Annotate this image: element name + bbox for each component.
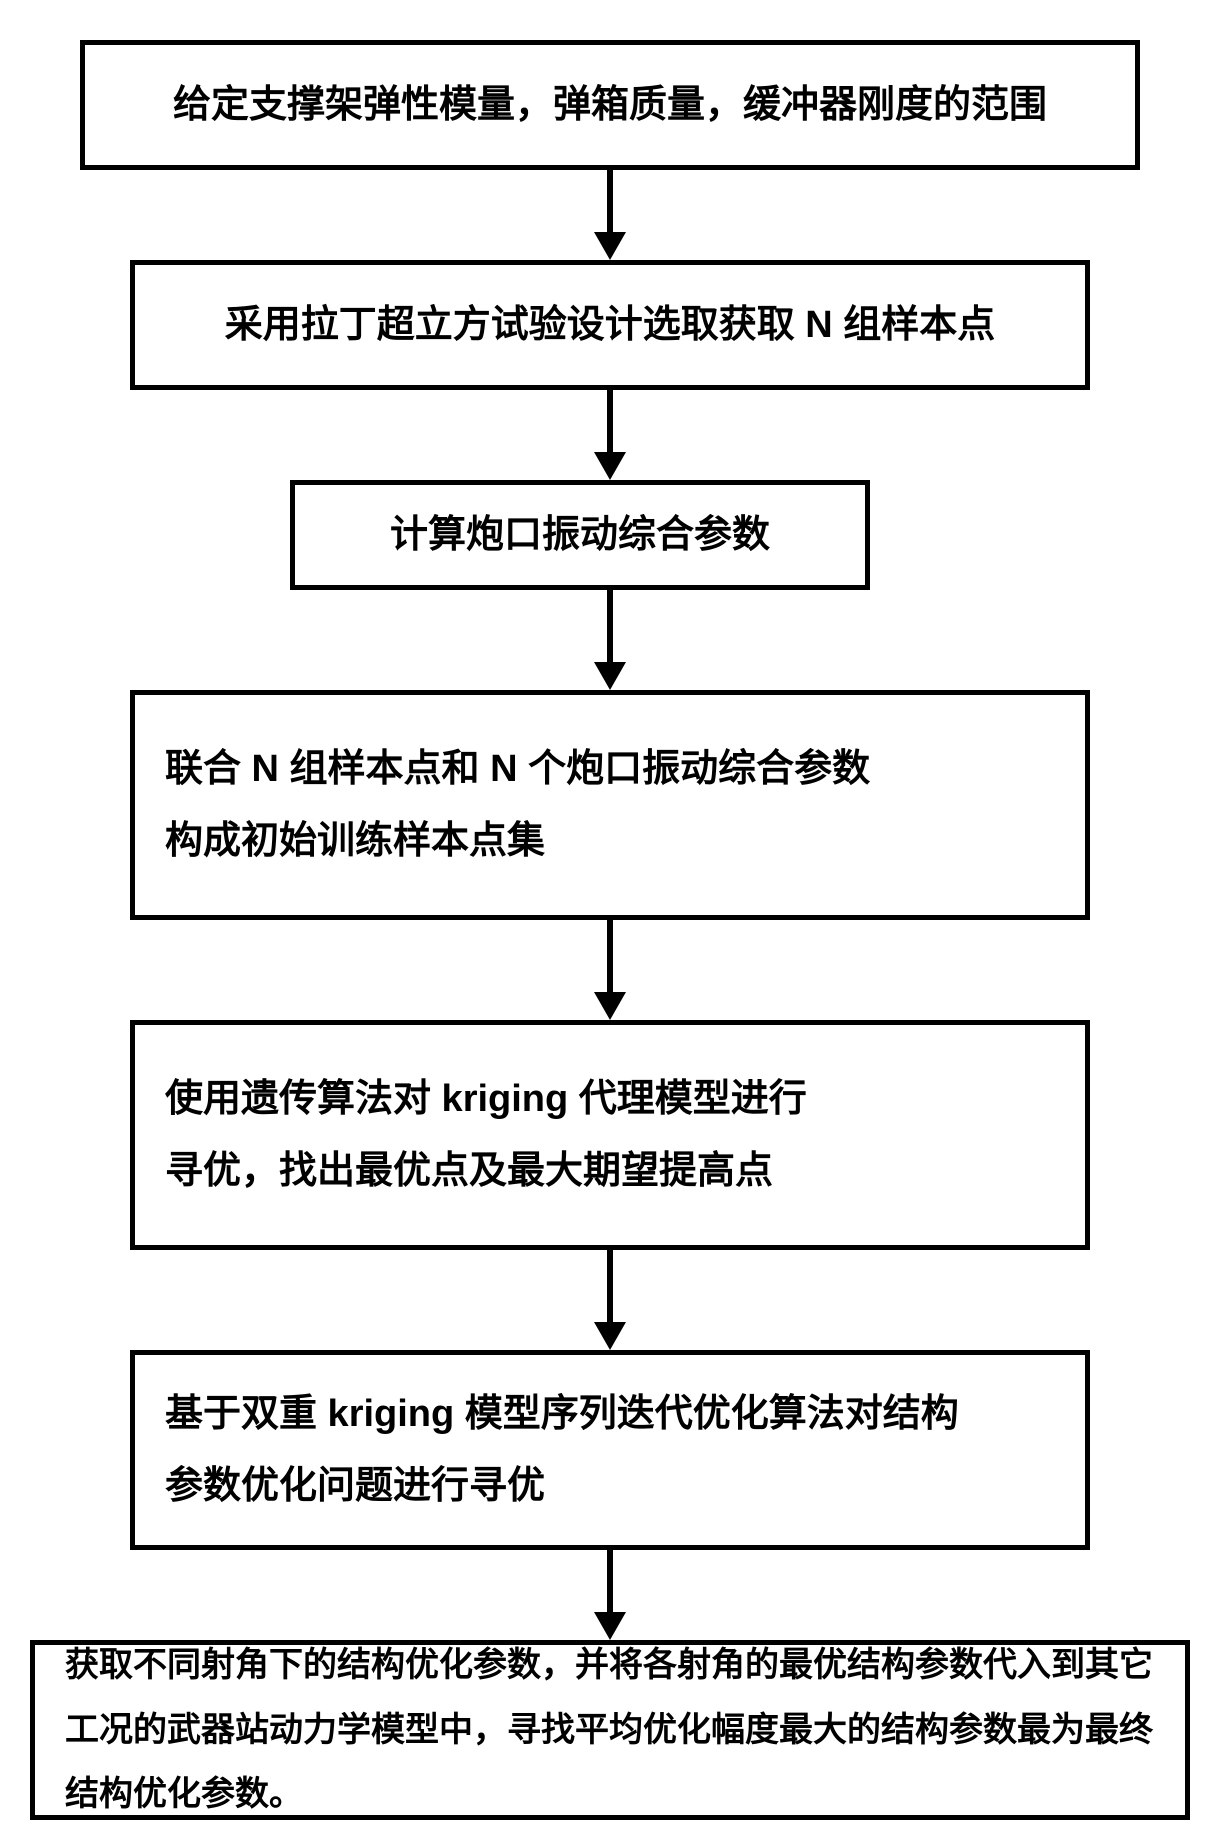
arrow-line: [607, 920, 613, 994]
arrow-line: [607, 1550, 613, 1614]
arrow-head-icon: [594, 452, 626, 480]
flow-node-text: 给定支撑架弹性模量，弹箱质量，缓冲器刚度的范围: [173, 69, 1047, 141]
arrow-line: [607, 1250, 613, 1324]
arrow-line: [607, 590, 613, 664]
flow-node-text: 获取不同射角下的结构优化参数，并将各射角的最优结构参数代入到其它工况的武器站动力…: [65, 1640, 1155, 1820]
flow-node-text: 使用遗传算法对 kriging 代理模型进行 寻优，找出最优点及最大期望提高点: [165, 1063, 807, 1207]
arrow-head-icon: [594, 1322, 626, 1350]
arrow-head-icon: [594, 992, 626, 1020]
flow-node-n3: 计算炮口振动综合参数: [290, 480, 870, 590]
flow-node-text: 采用拉丁超立方试验设计选取获取 N 组样本点: [225, 289, 996, 361]
flow-node-n5: 使用遗传算法对 kriging 代理模型进行 寻优，找出最优点及最大期望提高点: [130, 1020, 1090, 1250]
arrow-head-icon: [594, 232, 626, 260]
flow-node-text: 计算炮口振动综合参数: [390, 499, 770, 571]
flow-node-n2: 采用拉丁超立方试验设计选取获取 N 组样本点: [130, 260, 1090, 390]
flow-node-n6: 基于双重 kriging 模型序列迭代优化算法对结构 参数优化问题进行寻优: [130, 1350, 1090, 1550]
flowchart-canvas: 给定支撑架弹性模量，弹箱质量，缓冲器刚度的范围采用拉丁超立方试验设计选取获取 N…: [0, 0, 1217, 1831]
arrow-line: [607, 170, 613, 234]
flow-node-n4: 联合 N 组样本点和 N 个炮口振动综合参数 构成初始训练样本点集: [130, 690, 1090, 920]
flow-node-text: 联合 N 组样本点和 N 个炮口振动综合参数 构成初始训练样本点集: [165, 733, 870, 877]
flow-node-n1: 给定支撑架弹性模量，弹箱质量，缓冲器刚度的范围: [80, 40, 1140, 170]
flow-node-text: 基于双重 kriging 模型序列迭代优化算法对结构 参数优化问题进行寻优: [165, 1378, 959, 1522]
flow-node-n7: 获取不同射角下的结构优化参数，并将各射角的最优结构参数代入到其它工况的武器站动力…: [30, 1640, 1190, 1820]
arrow-head-icon: [594, 1612, 626, 1640]
arrow-line: [607, 390, 613, 454]
arrow-head-icon: [594, 662, 626, 690]
